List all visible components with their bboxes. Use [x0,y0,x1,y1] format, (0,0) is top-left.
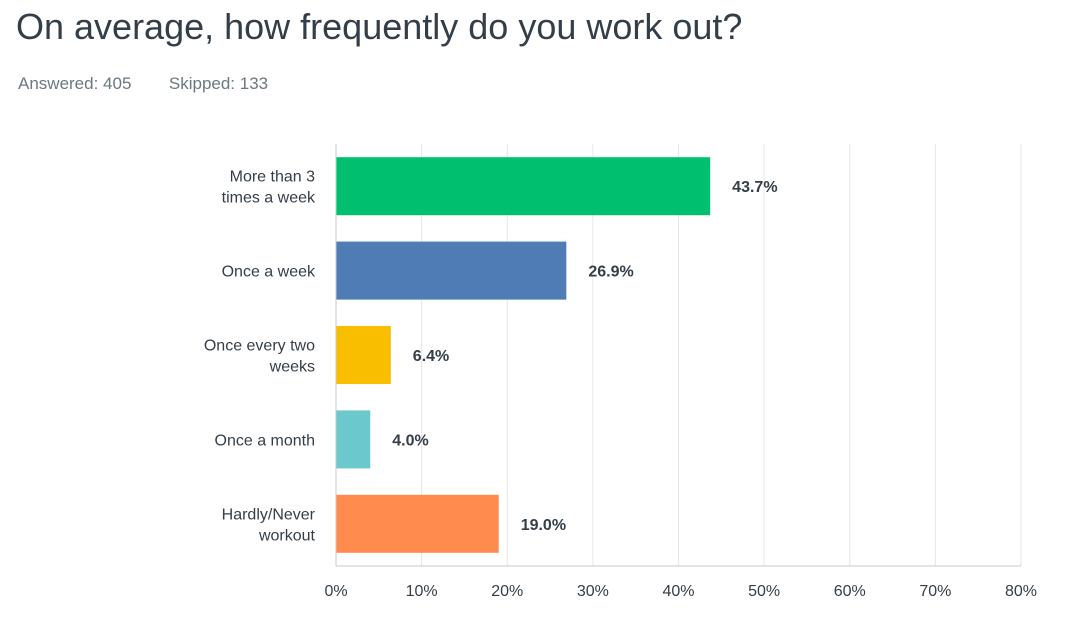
category-label: Hardly/Never workout [222,506,316,544]
skipped-count: Skipped: 133 [168,74,269,93]
data-label: 4.0% [392,432,428,449]
x-tick-label: 50% [748,583,780,600]
page-title: On average, how frequently do you work o… [16,6,743,47]
x-tick-label: 0% [324,583,347,600]
x-tick-label: 60% [834,583,866,600]
category-label: Once a month [215,432,316,449]
answered-count: Answered: 405 [18,74,132,93]
data-label: 19.0% [521,517,566,534]
data-label: 43.7% [732,179,777,196]
x-tick-label: 30% [577,583,609,600]
bar [336,326,391,384]
bar [336,157,711,216]
x-tick-label: 10% [406,583,438,600]
response-stats: Answered: 405 Skipped: 133 [18,74,268,94]
data-label: 26.9% [588,264,633,281]
x-tick-label: 40% [662,583,694,600]
x-tick-label: 70% [919,583,951,600]
category-label: More than 3 times a week [222,169,316,207]
bar [336,494,499,553]
category-label: Once every two weeks [204,338,315,376]
x-tick-label: 80% [1005,583,1037,600]
category-label: Once a week [222,264,316,281]
data-label: 6.4% [413,348,449,365]
x-tick-label: 20% [491,583,523,600]
bar [336,410,371,469]
bar [336,241,567,300]
